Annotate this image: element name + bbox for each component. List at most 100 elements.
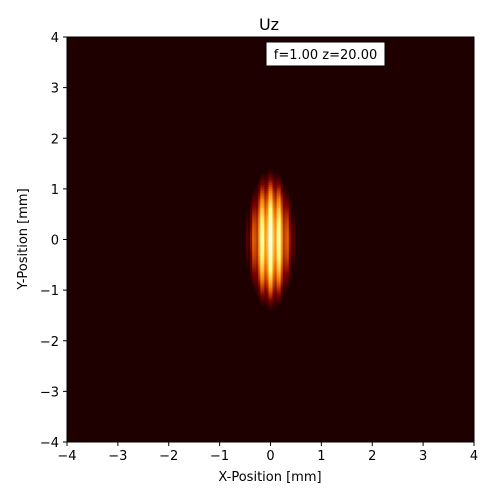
heatmap-cell: [264, 296, 267, 299]
heatmap-cell: [272, 282, 275, 285]
heatmap-cell: [262, 304, 265, 307]
heatmap-cell: [270, 259, 273, 263]
heatmap-cell: [270, 247, 273, 250]
heatmap-cell: [254, 241, 257, 244]
heatmap-cell: [252, 199, 255, 202]
heatmap-cell: [286, 286, 290, 289]
heatmap-cell: [284, 188, 288, 192]
heatmap-cell: [274, 269, 277, 273]
annotation-box: f=1.00 z=20.00: [265, 41, 386, 67]
heatmap-cell: [262, 290, 265, 293]
heatmap-cell: [264, 288, 267, 291]
heatmap-cell: [286, 267, 290, 271]
heatmap-cell: [278, 213, 281, 216]
heatmap-cell: [246, 229, 249, 232]
heatmap-cell: [258, 277, 261, 281]
heatmap-cell: [272, 273, 275, 277]
heatmap-cell: [274, 247, 277, 250]
heatmap-cell: [286, 253, 290, 256]
heatmap-cell: [246, 257, 249, 261]
heatmap-cell: [276, 273, 279, 277]
heatmap-cell: [268, 245, 271, 248]
heatmap-cell: [250, 231, 253, 234]
heatmap-cell: [256, 196, 259, 200]
heatmap-cell: [278, 296, 281, 299]
heatmap-cell: [276, 263, 279, 267]
heatmap-cells: [246, 168, 296, 311]
heatmap-cell: [278, 275, 281, 279]
heatmap-cell: [264, 211, 267, 214]
heatmap-cell: [276, 233, 279, 236]
heatmap-cell: [252, 273, 255, 277]
heatmap-cell: [276, 190, 279, 194]
heatmap-cell: [258, 243, 261, 246]
heatmap-cell: [288, 225, 292, 228]
heatmap-cell: [282, 253, 286, 256]
heatmap-cell: [284, 231, 288, 234]
heatmap-cell: [284, 249, 288, 252]
heatmap-cell: [264, 176, 267, 180]
heatmap-cell: [272, 267, 275, 271]
heatmap-cell: [272, 277, 275, 281]
heatmap-cell: [278, 207, 281, 210]
heatmap-cell: [262, 265, 265, 269]
heatmap-cell: [280, 207, 284, 210]
heatmap-cell: [288, 207, 292, 210]
heatmap-cell: [282, 233, 286, 236]
heatmap-cell: [256, 282, 259, 285]
heatmap-cell: [268, 223, 271, 226]
heatmap-cell: [268, 269, 271, 273]
x-axis-ticks: −4 −3 −2 −1 0 1 2 3 4: [57, 442, 478, 464]
heatmap-cell: [272, 182, 275, 186]
heatmap-cell: [280, 292, 284, 295]
heatmap-cell: [254, 259, 257, 263]
heatmap-cell: [272, 203, 275, 206]
heatmap-cell: [278, 251, 281, 254]
heatmap-cell: [278, 201, 281, 204]
heatmap-cell: [254, 249, 257, 252]
heatmap-cell: [250, 255, 253, 259]
heatmap-cell: [252, 196, 255, 200]
heatmap-cell: [270, 277, 273, 281]
heatmap-cell: [268, 168, 271, 171]
heatmap-cell: [268, 296, 271, 299]
heatmap-cell: [252, 233, 255, 236]
heatmap-cell: [266, 298, 269, 301]
heatmap-cell: [270, 300, 273, 303]
heatmap-cell: [260, 241, 263, 244]
heatmap-cell: [248, 225, 251, 228]
heatmap-cell: [284, 215, 288, 218]
heatmap-cell: [254, 284, 257, 287]
heatmap-cell: [286, 245, 290, 248]
heatmap-cell: [264, 265, 267, 269]
heatmap-cell: [288, 213, 292, 216]
heatmap-cell: [258, 184, 261, 188]
heatmap-cell: [286, 243, 290, 246]
heatmap-cell: [276, 277, 279, 281]
heatmap-cell: [260, 288, 263, 291]
heatmap-cell: [262, 180, 265, 184]
heatmap-cell: [272, 257, 275, 261]
heatmap-cell: [270, 168, 273, 171]
heatmap-cell: [256, 227, 259, 230]
heatmap-cell: [270, 261, 273, 265]
heatmap-cell: [290, 219, 294, 222]
heatmap-cell: [278, 286, 281, 289]
heatmap-cell: [272, 292, 275, 295]
heatmap-cell: [270, 184, 273, 188]
heatmap-cell: [268, 182, 271, 186]
heatmap-cell: [266, 219, 269, 222]
heatmap-cell: [286, 227, 290, 230]
heatmap-cell: [280, 290, 284, 293]
heatmap-cell: [272, 194, 275, 198]
heatmap-cell: [284, 186, 288, 190]
heatmap-cell: [258, 201, 261, 204]
heatmap-cell: [288, 265, 292, 269]
heatmap-cell: [272, 245, 275, 248]
heatmap-cell: [282, 196, 286, 200]
heatmap-cell: [262, 215, 265, 218]
heatmap-cell: [252, 280, 255, 283]
heatmap-cell: [262, 296, 265, 299]
heatmap-cell: [278, 294, 281, 297]
heatmap-cell: [266, 207, 269, 210]
